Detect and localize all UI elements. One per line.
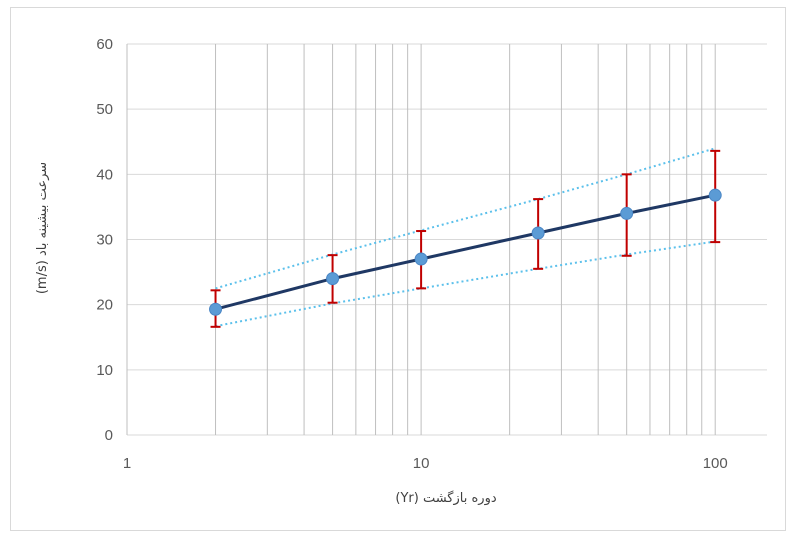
data-point <box>531 226 545 240</box>
y-tick-label: 40 <box>96 166 113 183</box>
series-line-upper-bound <box>215 147 716 290</box>
y-axis-title: سرعت بیشینه باد (m/s) <box>35 162 50 294</box>
gridlines <box>126 43 767 436</box>
data-point <box>414 252 428 266</box>
x-tick-label: 100 <box>703 455 728 472</box>
chart-area: 0 10 20 30 40 50 60 1 10 100 دوره بازگشت (Yr) سر… <box>10 7 786 531</box>
data-point <box>209 302 223 316</box>
data-point <box>620 206 634 220</box>
x-tick-label: 1 <box>123 455 131 472</box>
y-tick-label: 60 <box>96 36 113 53</box>
series-layer <box>215 147 716 328</box>
series-line-estimate <box>215 193 716 311</box>
data-markers <box>209 188 722 316</box>
y-tick-label: 10 <box>96 362 113 379</box>
data-point <box>326 272 340 286</box>
y-tick-label: 50 <box>96 101 113 118</box>
y-tick-label: 0 <box>105 427 113 444</box>
x-axis-title: دوره بازگشت (Yr) <box>395 490 496 506</box>
chart-svg: 0 10 20 30 40 50 60 1 10 100 دوره بازگشت (Yr) سر… <box>35 36 767 506</box>
error-bars <box>210 149 721 328</box>
y-tick-labels: 0 10 20 30 40 50 60 <box>96 36 113 444</box>
series-line-lower-bound <box>215 240 716 328</box>
data-point <box>708 188 722 202</box>
x-tick-labels: 1 10 100 <box>123 455 728 472</box>
y-tick-label: 30 <box>96 232 113 249</box>
y-tick-label: 20 <box>96 297 113 314</box>
x-tick-label: 10 <box>413 455 430 472</box>
